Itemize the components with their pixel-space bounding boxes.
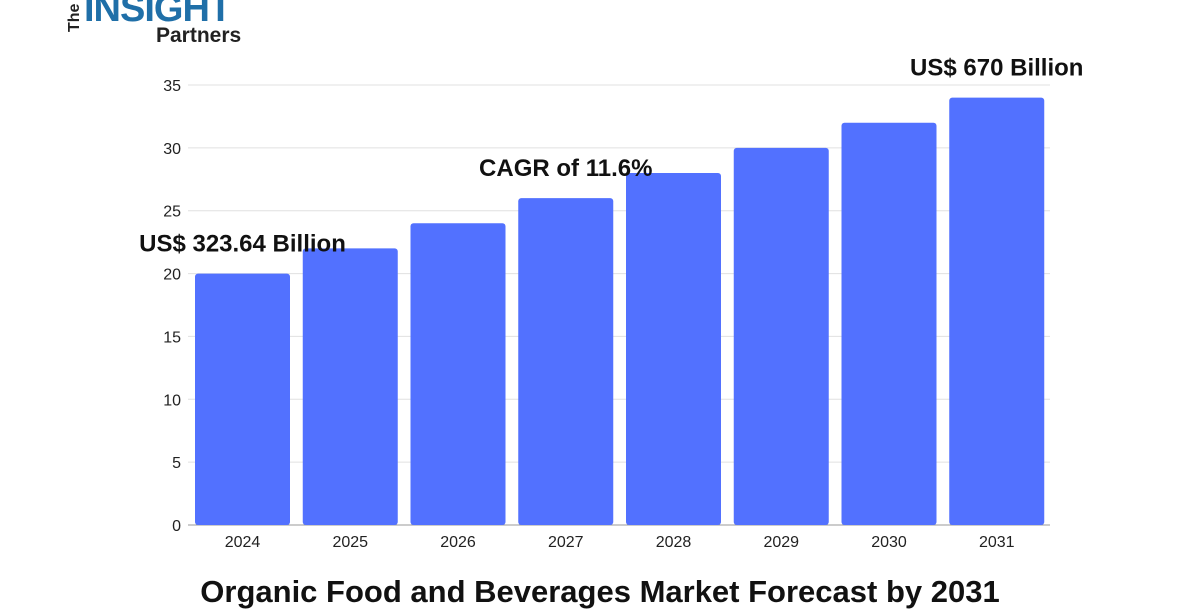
annotation: CAGR of 11.6%: [479, 155, 652, 182]
y-tick-label: 35: [163, 78, 181, 95]
x-tick-label: 2031: [979, 534, 1015, 551]
logo-insight: INSIGHT: [84, 0, 232, 30]
annotation: US$ 323.64 Billion: [139, 231, 346, 258]
annotation: US$ 670 Billion: [910, 55, 1083, 82]
x-tick-label: 2025: [332, 534, 368, 551]
bar-2027: [518, 198, 614, 525]
bar-2026: [410, 223, 506, 526]
y-tick-label: 10: [163, 392, 181, 409]
x-tick-label: 2027: [548, 534, 584, 551]
x-tick-label: 2028: [656, 534, 692, 551]
bar-2024: [195, 273, 290, 525]
bar-2029: [733, 147, 829, 525]
bar-2025: [302, 248, 398, 525]
logo-partners: Partners: [156, 24, 242, 47]
x-tick-label: 2024: [225, 534, 261, 551]
y-tick-label: 5: [172, 455, 181, 472]
x-tick-label: 2029: [763, 534, 799, 551]
y-tick-label: 0: [172, 518, 181, 535]
chart-title: Organic Food and Beverages Market Foreca…: [200, 574, 1000, 609]
y-tick-label: 30: [163, 141, 181, 158]
x-tick-label: 2026: [440, 534, 476, 551]
y-tick-label: 15: [163, 329, 181, 346]
bar-2031: [949, 97, 1045, 526]
y-tick-label: 20: [163, 267, 181, 284]
bar-2028: [626, 173, 721, 525]
logo: The INSIGHT Partners: [66, 0, 286, 48]
y-tick-label: 25: [163, 204, 181, 221]
x-tick-label: 2030: [871, 534, 907, 551]
bar-2030: [841, 122, 937, 525]
